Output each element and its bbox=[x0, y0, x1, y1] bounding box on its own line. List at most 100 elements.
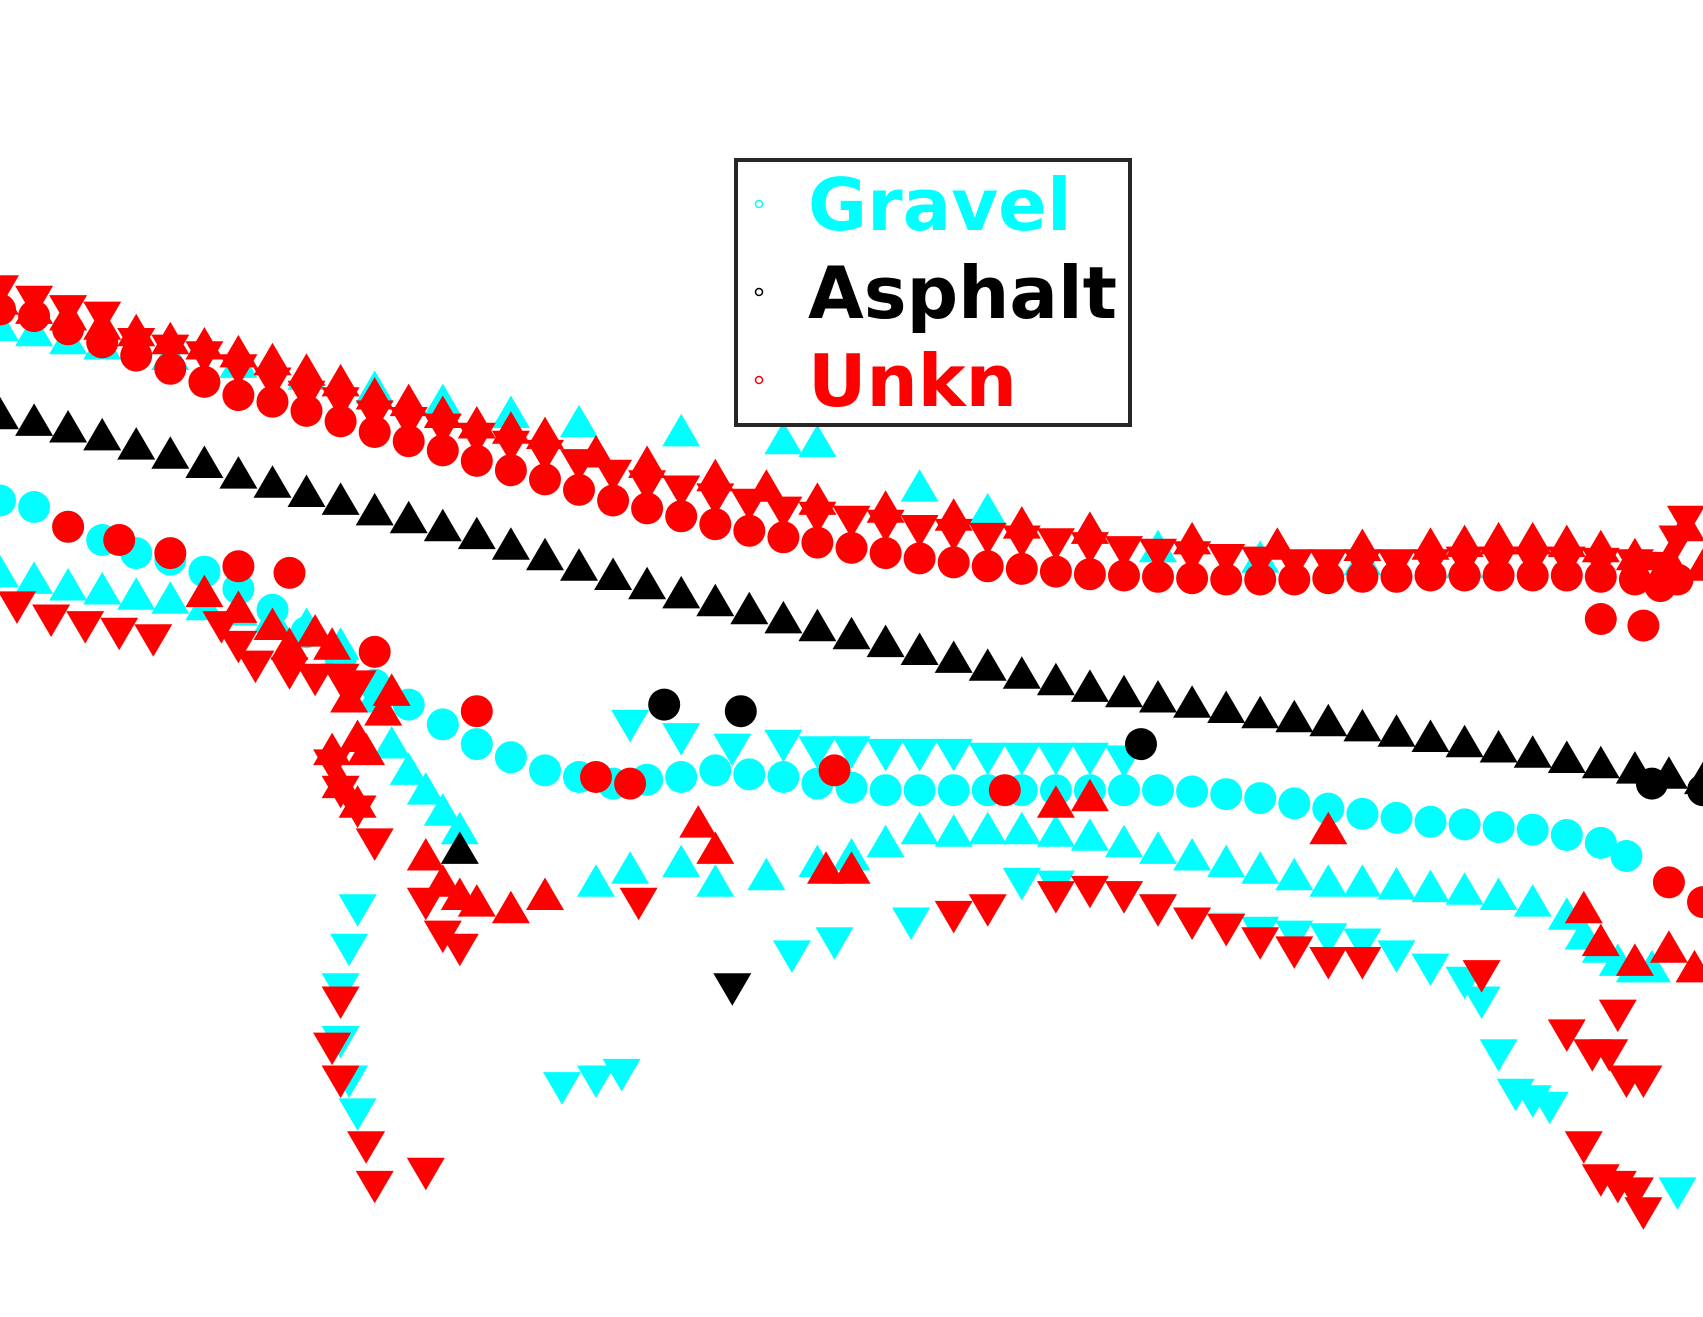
data-point-triangle-up bbox=[1547, 740, 1586, 773]
data-point-triangle-up bbox=[1564, 890, 1603, 924]
data-point-circle bbox=[937, 546, 970, 579]
data-point-triangle-up bbox=[457, 884, 496, 917]
data-point-triangle-down bbox=[100, 617, 139, 651]
data-point-triangle-down bbox=[1275, 936, 1314, 969]
data-point-triangle-down bbox=[560, 449, 598, 482]
data-point-triangle-up bbox=[423, 793, 462, 826]
data-point-triangle-up bbox=[0, 554, 19, 588]
data-point-circle bbox=[358, 635, 391, 668]
data-point-circle bbox=[1380, 801, 1413, 834]
data-point-triangle-up bbox=[832, 616, 871, 650]
data-point-triangle-up bbox=[440, 811, 479, 845]
legend-marker-asphalt bbox=[754, 287, 764, 297]
data-point-triangle-up bbox=[287, 474, 326, 507]
data-point-triangle-down bbox=[321, 1065, 360, 1098]
data-point-circle bbox=[52, 510, 85, 543]
data-point-triangle-up bbox=[1343, 864, 1382, 897]
data-point-triangle-up bbox=[1070, 778, 1109, 812]
data-point-triangle-down bbox=[1070, 742, 1109, 776]
data-point-triangle-up bbox=[321, 482, 360, 515]
data-point-triangle-down bbox=[1002, 525, 1041, 558]
data-point-circle bbox=[733, 514, 766, 547]
data-point-circle bbox=[801, 526, 834, 559]
data-point-circle bbox=[1278, 787, 1311, 820]
data-point-triangle-up bbox=[747, 857, 786, 891]
data-point-triangle-down bbox=[313, 749, 352, 782]
data-point-circle bbox=[1108, 774, 1140, 807]
data-point-triangle-up bbox=[440, 831, 479, 864]
data-point-triangle-down bbox=[1036, 881, 1075, 914]
data-point-triangle-down bbox=[1070, 532, 1109, 565]
data-point-circle bbox=[1448, 808, 1481, 841]
data-point-triangle-up bbox=[355, 492, 394, 526]
data-point-triangle-down bbox=[526, 439, 564, 473]
data-point-triangle-down bbox=[1105, 881, 1143, 914]
data-point-triangle-up bbox=[347, 732, 386, 766]
data-point-triangle-down bbox=[866, 738, 905, 772]
data-point-triangle-up bbox=[296, 614, 335, 647]
data-point-triangle-up bbox=[1105, 674, 1143, 708]
data-point-triangle-down bbox=[296, 663, 335, 697]
data-point-triangle-up bbox=[1684, 761, 1703, 795]
data-point-triangle-down bbox=[1479, 546, 1518, 580]
data-point-circle bbox=[1652, 866, 1685, 899]
data-point-triangle-down bbox=[1002, 867, 1041, 901]
data-point-triangle-up bbox=[1377, 867, 1416, 900]
data-point-circle bbox=[699, 754, 732, 787]
data-point-triangle-up bbox=[730, 591, 769, 625]
data-point-triangle-down bbox=[15, 285, 54, 319]
data-point-triangle-up bbox=[1105, 824, 1143, 858]
data-point-triangle-up bbox=[628, 445, 667, 478]
data-point-triangle-down bbox=[1564, 1131, 1603, 1164]
data-point-triangle-up bbox=[679, 805, 718, 838]
data-point-triangle-up bbox=[696, 831, 735, 864]
data-point-triangle-up bbox=[1241, 695, 1280, 729]
data-point-triangle-down bbox=[1377, 549, 1416, 582]
data-point-triangle-down bbox=[32, 604, 71, 637]
data-point-triangle-up bbox=[1309, 864, 1348, 897]
data-point-triangle-down bbox=[1411, 549, 1450, 582]
data-point-triangle-up bbox=[1445, 724, 1484, 758]
data-point-circle bbox=[699, 508, 732, 541]
data-point-triangle-up bbox=[253, 465, 292, 498]
data-point-triangle-down bbox=[347, 1131, 386, 1164]
data-point-triangle-down bbox=[321, 387, 360, 420]
data-point-circle bbox=[937, 774, 970, 807]
data-point-circle bbox=[1005, 552, 1038, 585]
data-point-triangle-down bbox=[934, 738, 973, 772]
data-point-triangle-down bbox=[713, 973, 752, 1006]
data-point-triangle-down bbox=[892, 907, 931, 940]
data-point-triangle-down bbox=[968, 522, 1007, 556]
data-point-circle bbox=[971, 550, 1004, 583]
data-point-triangle-down bbox=[1139, 538, 1177, 572]
data-point-triangle-down bbox=[713, 733, 752, 767]
data-point-triangle-up bbox=[900, 469, 939, 502]
data-point-triangle-up bbox=[423, 508, 462, 542]
data-point-circle bbox=[1142, 774, 1174, 807]
data-point-triangle-up bbox=[491, 890, 530, 924]
data-point-triangle-up bbox=[1070, 818, 1109, 851]
data-point-triangle-up bbox=[1479, 730, 1518, 763]
data-point-triangle-down bbox=[321, 986, 360, 1019]
series-0 bbox=[0, 308, 1697, 1210]
data-point-triangle-down bbox=[619, 887, 658, 921]
data-point-triangle-up bbox=[313, 627, 352, 660]
data-point-triangle-up bbox=[1002, 811, 1041, 845]
data-point-triangle-up bbox=[1002, 656, 1041, 689]
data-point-triangle-up bbox=[560, 548, 598, 581]
data-point-triangle-up bbox=[117, 427, 156, 460]
data-point-triangle-down bbox=[330, 933, 369, 967]
data-point-triangle-up bbox=[1309, 811, 1348, 845]
data-point-circle bbox=[665, 761, 698, 793]
data-point-triangle-up bbox=[696, 864, 735, 897]
data-point-circle bbox=[903, 542, 936, 575]
data-point-triangle-down bbox=[1343, 549, 1382, 582]
data-point-triangle-down bbox=[1411, 953, 1450, 986]
data-point-triangle-up bbox=[1649, 756, 1688, 789]
data-point-triangle-up bbox=[1615, 943, 1654, 976]
data-point-triangle-up bbox=[560, 404, 598, 438]
data-point-circle bbox=[1039, 555, 1072, 588]
data-point-circle bbox=[222, 550, 255, 583]
data-point-triangle-down bbox=[798, 501, 837, 535]
